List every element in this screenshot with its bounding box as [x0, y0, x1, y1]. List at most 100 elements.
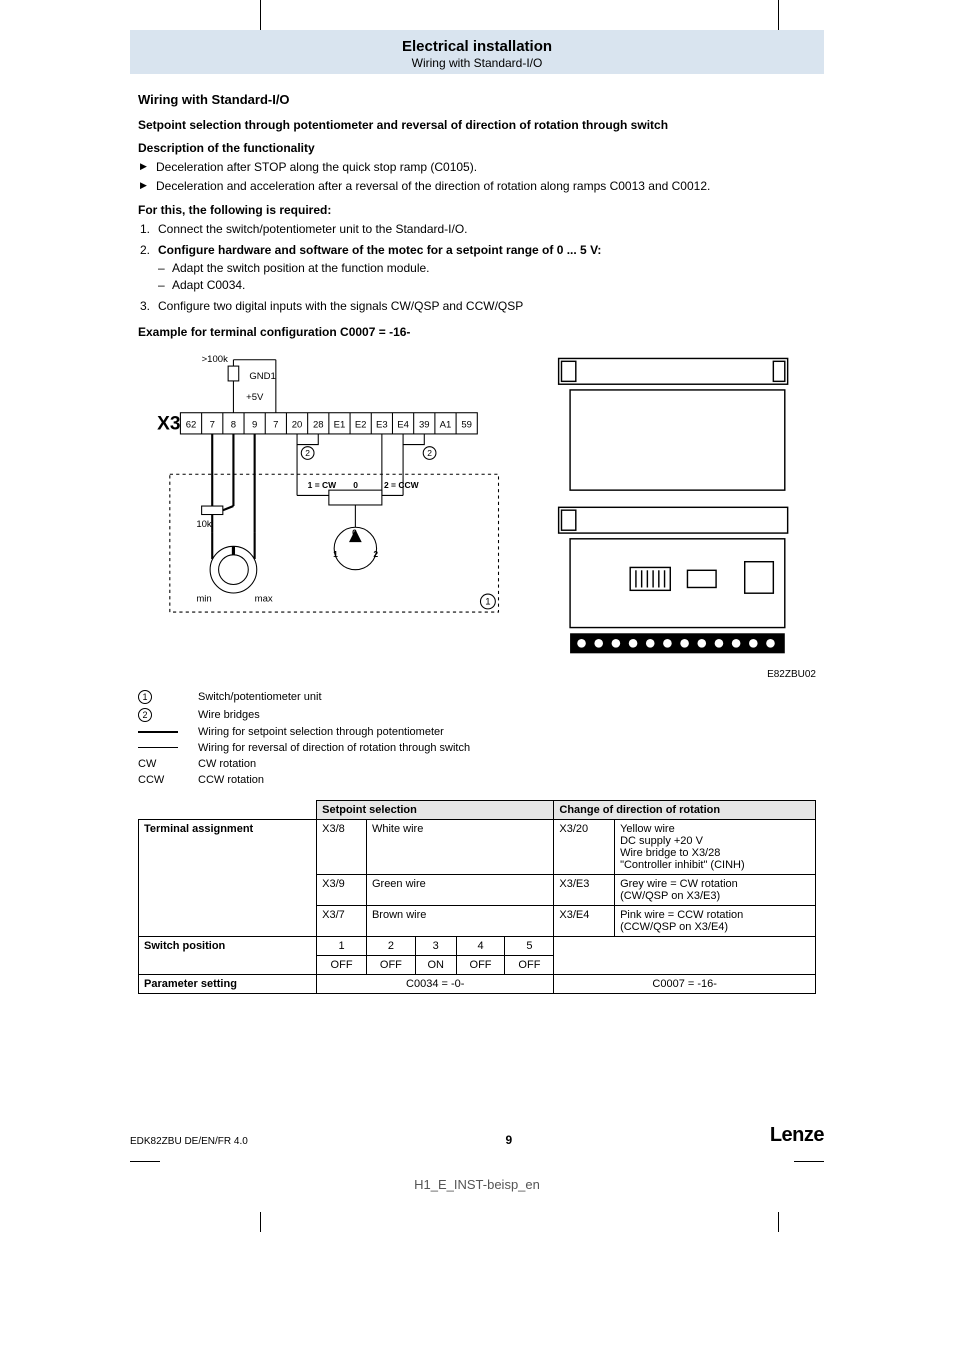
requirement-subitem: Adapt the switch position at the functio…: [158, 260, 816, 277]
bottom-filename: H1_E_INST-beisp_en: [130, 1177, 824, 1192]
table-cell: Yellow wire DC supply +20 V Wire bridge …: [615, 819, 816, 874]
legend-text: Wire bridges: [198, 706, 470, 724]
svg-text:min: min: [196, 593, 211, 604]
table-cell: 4: [456, 936, 505, 955]
table-cell: X3/7: [317, 905, 367, 936]
table-row-terminal: Terminal assignment: [139, 819, 317, 936]
svg-text:0: 0: [352, 527, 357, 537]
pin-cells: 62 7 8 9 7 20 28 E1 E2 E3 E4 39 A1 59: [186, 413, 472, 434]
svg-text:1: 1: [485, 596, 490, 607]
legend-key: CW: [138, 756, 198, 772]
table-cell: 1: [317, 936, 367, 955]
table-cell: ON: [415, 955, 456, 974]
footer-page-number: 9: [505, 1133, 512, 1147]
config-table: Setpoint selection Change of direction o…: [138, 800, 816, 994]
legend-text: CW rotation: [198, 756, 470, 772]
table-head-setpoint: Setpoint selection: [317, 800, 554, 819]
svg-text:62: 62: [186, 419, 197, 430]
svg-text:59: 59: [461, 419, 472, 430]
legend-key: CCW: [138, 772, 198, 788]
svg-text:+5V: +5V: [246, 392, 264, 403]
requirement-text: Configure two digital inputs with the si…: [158, 299, 523, 313]
description-item: Deceleration after STOP along the quick …: [138, 159, 816, 176]
table-cell: White wire: [366, 819, 553, 874]
description-item: Deceleration and acceleration after a re…: [138, 178, 816, 195]
svg-text:7: 7: [210, 419, 215, 430]
intro-paragraph: Setpoint selection through potentiometer…: [138, 117, 816, 133]
svg-text:E2: E2: [355, 419, 367, 430]
svg-text:39: 39: [419, 419, 430, 430]
table-cell: X3/8: [317, 819, 367, 874]
svg-text:2: 2: [305, 448, 310, 458]
legend-text: CCW rotation: [198, 772, 470, 788]
table-cell: C0007 = -16-: [554, 974, 816, 993]
svg-text:10k: 10k: [196, 519, 212, 530]
crop-mark: [260, 0, 261, 30]
table-cell: C0034 = -0-: [317, 974, 554, 993]
table-cell: X3/E3: [554, 874, 615, 905]
requirements-list: 1.Connect the switch/potentiometer unit …: [138, 221, 816, 315]
table-cell: Brown wire: [366, 905, 553, 936]
crop-mark: [260, 1212, 261, 1232]
svg-text:E1: E1: [334, 419, 346, 430]
table-cell: X3/E4: [554, 905, 615, 936]
legend-table: 1Switch/potentiometer unit 2Wire bridges…: [138, 688, 470, 788]
table-cell: 3: [415, 936, 456, 955]
legend-line-thin: [138, 747, 178, 748]
table-cell: X3/9: [317, 874, 367, 905]
table-cell: OFF: [366, 955, 415, 974]
crop-mark: [130, 1161, 160, 1162]
crop-mark: [794, 1161, 824, 1162]
svg-text:GND1: GND1: [249, 371, 275, 382]
crop-mark: [778, 0, 779, 30]
legend-text: Switch/potentiometer unit: [198, 688, 470, 706]
svg-text:0: 0: [353, 480, 358, 490]
svg-text:7: 7: [273, 419, 278, 430]
section-heading: Wiring with Standard-I/O: [138, 92, 816, 107]
svg-text:A1: A1: [440, 419, 452, 430]
svg-text:28: 28: [313, 419, 324, 430]
svg-text:>100k: >100k: [202, 354, 228, 365]
svg-text:2 = CCW: 2 = CCW: [384, 480, 419, 490]
wiring-svg: X3 62 7 8 9 7 20 28 E1 E2: [138, 347, 520, 623]
requirement-bold: Configure hardware and software of the m…: [158, 243, 601, 257]
description-list: Deceleration after STOP along the quick …: [138, 159, 816, 195]
requirement-sublist: Adapt the switch position at the functio…: [158, 260, 816, 294]
header-subtitle: Wiring with Standard-I/O: [130, 56, 824, 70]
footer-docid: EDK82ZBU DE/EN/FR 4.0: [130, 1136, 248, 1147]
requirement-item: 2. Configure hardware and software of th…: [138, 242, 816, 294]
header-title: Electrical installation: [130, 38, 824, 55]
table-head-direction: Change of direction of rotation: [554, 800, 816, 819]
svg-text:E4: E4: [397, 419, 409, 430]
svg-text:2: 2: [427, 448, 432, 458]
requirement-item: 1.Connect the switch/potentiometer unit …: [138, 221, 816, 238]
requirement-subitem: Adapt C0034.: [158, 277, 816, 294]
figure-caption: E82ZBU02: [530, 669, 816, 680]
table-cell: X3/20: [554, 819, 615, 874]
device-svg: [530, 347, 816, 662]
table-cell: OFF: [317, 955, 367, 974]
svg-text:max: max: [255, 593, 273, 604]
table-cell: 2: [366, 936, 415, 955]
table-cell: OFF: [456, 955, 505, 974]
wiring-diagram: X3 62 7 8 9 7 20 28 E1 E2: [138, 347, 520, 626]
svg-text:1 = CW: 1 = CW: [308, 480, 336, 490]
example-heading: Example for terminal configuration C0007…: [138, 325, 816, 339]
page-header: Electrical installation Wiring with Stan…: [130, 30, 824, 74]
svg-text:1: 1: [333, 549, 338, 559]
svg-text:2: 2: [373, 549, 378, 559]
table-cell: OFF: [505, 955, 554, 974]
requirement-item: 3.Configure two digital inputs with the …: [138, 298, 816, 315]
svg-text:E3: E3: [376, 419, 388, 430]
table-row-parameter: Parameter setting: [139, 974, 317, 993]
legend-line-solid: [138, 731, 178, 733]
x3-label: X3: [157, 413, 180, 434]
table-cell: Grey wire = CW rotation (CW/QSP on X3/E3…: [615, 874, 816, 905]
table-cell: Pink wire = CCW rotation (CCW/QSP on X3/…: [615, 905, 816, 936]
crop-mark: [778, 1212, 779, 1232]
legend-text: Wiring for setpoint selection through po…: [198, 724, 470, 740]
table-cell: 5: [505, 936, 554, 955]
device-illustration: E82ZBU02: [530, 347, 816, 680]
svg-text:8: 8: [231, 419, 236, 430]
content-section: Wiring with Standard-I/O Setpoint select…: [130, 92, 824, 994]
